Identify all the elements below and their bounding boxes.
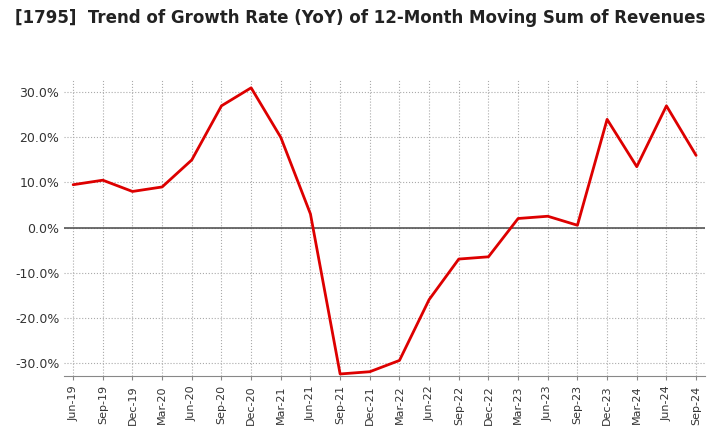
Text: [1795]  Trend of Growth Rate (YoY) of 12-Month Moving Sum of Revenues: [1795] Trend of Growth Rate (YoY) of 12-… (15, 9, 705, 27)
